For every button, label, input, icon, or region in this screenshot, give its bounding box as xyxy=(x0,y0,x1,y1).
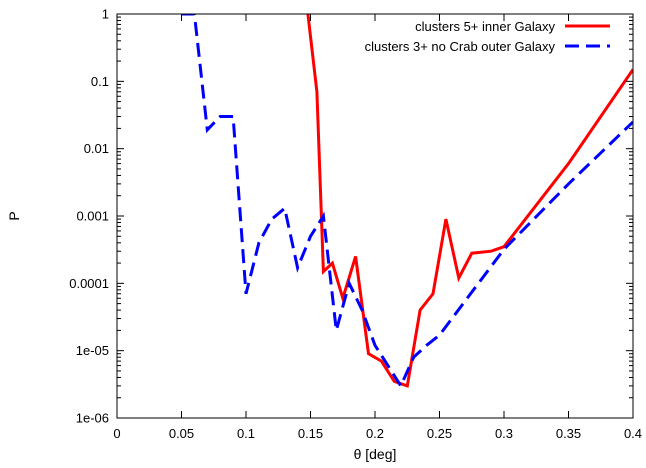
x-axis: 0 0.05 0.1 0.15 0.2 0.25 0.3 0.35 0.4 xyxy=(113,14,642,441)
y-tick-label: 1e-06 xyxy=(76,411,109,426)
y-axis-label: P xyxy=(6,211,22,220)
legend: clusters 5+ inner Galaxy clusters 3+ no … xyxy=(365,19,610,54)
y-tick-label: 0.0001 xyxy=(69,276,109,291)
x-tick-label: 0.4 xyxy=(624,426,642,441)
x-tick-label: 0.15 xyxy=(298,426,323,441)
x-tick-label: 0.1 xyxy=(237,426,255,441)
y-tick-label: 0.01 xyxy=(84,141,109,156)
x-tick-label: 0.25 xyxy=(427,426,452,441)
y-axis: 1e-06 1e-05 0.0001 0.001 0.01 0.1 1 xyxy=(69,7,633,426)
x-tick-label: 0 xyxy=(113,426,120,441)
x-tick-label: 0.3 xyxy=(495,426,513,441)
series-line-0 xyxy=(306,14,633,388)
y-tick-label: 0.1 xyxy=(91,74,109,89)
x-tick-label: 0.05 xyxy=(169,426,194,441)
plot-lines xyxy=(181,14,633,390)
legend-label-0: clusters 5+ inner Galaxy xyxy=(415,19,555,34)
x-tick-label: 0.35 xyxy=(556,426,581,441)
x-axis-label: θ [deg] xyxy=(354,446,397,462)
series-line-1 xyxy=(181,14,633,390)
y-tick-label: 0.001 xyxy=(76,209,109,224)
legend-label-1: clusters 3+ no Crab outer Galaxy xyxy=(365,39,556,54)
y-tick-label: 1e-05 xyxy=(76,343,109,358)
x-tick-label: 0.2 xyxy=(366,426,384,441)
y-tick-label: 1 xyxy=(102,7,109,22)
